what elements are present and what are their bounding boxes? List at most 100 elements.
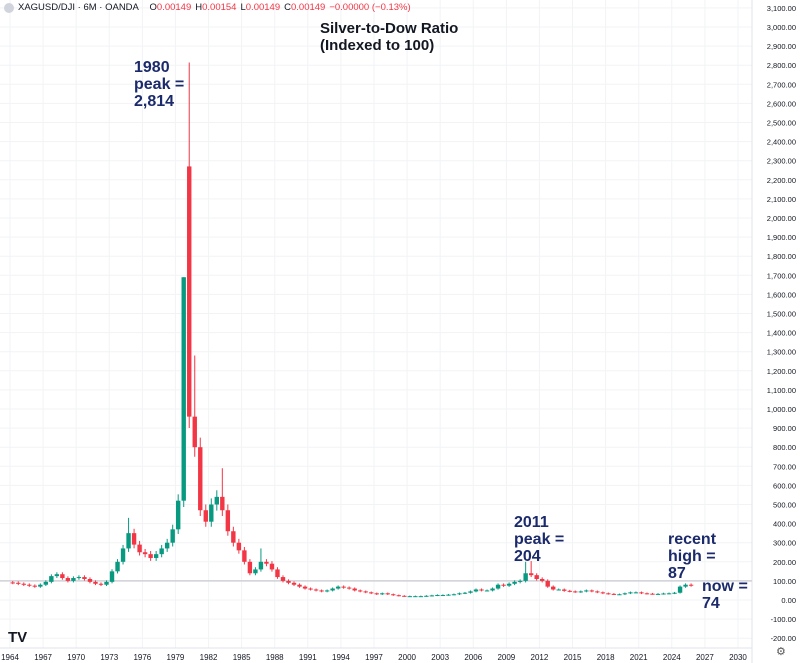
candle-body	[380, 593, 385, 595]
y-tick-label: 2,300.00	[767, 157, 796, 166]
candle-body	[38, 584, 43, 587]
y-tick-label: 1,300.00	[767, 348, 796, 357]
candle-body	[87, 578, 93, 582]
annotation-line: 2,814	[134, 93, 175, 110]
candle-body	[369, 592, 374, 594]
y-tick-label: 3,100.00	[767, 4, 796, 13]
candle-body	[462, 592, 468, 594]
y-tick-label: 1,500.00	[767, 310, 796, 319]
candle-body	[523, 573, 528, 581]
candle-body	[98, 583, 104, 585]
candle-body	[43, 581, 49, 585]
candle-body	[672, 592, 677, 594]
candle-body	[435, 595, 440, 597]
candle-body	[385, 593, 390, 595]
symbol-label[interactable]: XAGUSD/DJI · 6M · OANDA	[18, 2, 139, 13]
y-tick-label: 0.00	[781, 596, 796, 605]
candle-body	[374, 593, 379, 595]
annotation-line: recent	[668, 531, 717, 548]
annotation-now: now = 74	[702, 578, 748, 612]
candle-body	[302, 586, 308, 589]
candle-body	[280, 577, 286, 581]
candle-body	[440, 595, 446, 597]
candle-body	[517, 580, 523, 582]
candle-body	[153, 554, 159, 558]
candle-body	[666, 593, 672, 595]
candle-body	[418, 596, 424, 598]
annotation-line: high =	[668, 548, 716, 565]
y-tick-label: 1,100.00	[767, 386, 796, 395]
candle-body	[82, 577, 87, 579]
candle-body	[578, 591, 583, 593]
candle-body	[424, 595, 429, 597]
annotation-line: 2011	[514, 514, 549, 531]
candle-body	[313, 589, 319, 591]
candle-body	[357, 590, 363, 592]
candle-body	[622, 593, 628, 595]
candle-body	[120, 548, 126, 562]
x-tick-label: 2012	[531, 653, 549, 662]
y-tick-label: -200.00	[771, 634, 796, 643]
y-tick-label: 2,100.00	[767, 195, 796, 204]
candle-body	[479, 589, 484, 591]
candle-body	[551, 586, 556, 590]
annotation-line: peak =	[514, 531, 565, 548]
candle-body	[109, 571, 115, 582]
candle-body	[429, 595, 435, 597]
chart-title: Silver-to-Dow Ratio (Indexed to 100)	[320, 20, 458, 54]
candle-body	[137, 544, 142, 553]
candle-body	[567, 590, 572, 592]
x-tick-label: 1985	[233, 653, 251, 662]
candle-body	[539, 578, 545, 581]
annotation-line: 87	[668, 565, 686, 582]
x-tick-label: 1970	[67, 653, 85, 662]
candle-body	[606, 593, 611, 595]
candle-body	[490, 588, 495, 591]
y-tick-label: 1,000.00	[767, 405, 796, 414]
candle-body	[198, 447, 203, 511]
low-label: L	[240, 2, 246, 13]
candle-body	[346, 587, 352, 589]
candle-body	[49, 576, 54, 582]
x-tick-label: 1997	[365, 653, 383, 662]
candle-body	[231, 531, 236, 543]
candle-body	[104, 581, 109, 585]
candle-body	[639, 592, 644, 594]
tradingview-logo[interactable]: TV	[8, 629, 28, 646]
high-value: 0.00154	[202, 2, 237, 13]
candle-body	[264, 561, 269, 564]
candle-body	[451, 594, 457, 596]
x-tick-label: 2009	[497, 653, 515, 662]
low-value: 0.00149	[245, 2, 281, 13]
x-tick-label: 2024	[663, 653, 681, 662]
candle-body	[335, 586, 341, 589]
candle-body	[501, 584, 506, 586]
candle-body	[10, 582, 15, 584]
candle-body	[159, 548, 164, 555]
candle-body	[115, 561, 120, 572]
annotation-1980-peak: 1980 peak = 2,814	[134, 59, 184, 110]
candle-body	[60, 574, 65, 579]
candle-body	[495, 584, 501, 589]
candle-body	[164, 542, 170, 549]
x-tick-label: 1979	[167, 653, 185, 662]
candle-body	[65, 578, 71, 581]
y-tick-label: 900.00	[773, 424, 796, 433]
candle-body	[126, 533, 131, 549]
y-tick-label: 100.00	[773, 577, 796, 586]
candle-body	[71, 578, 76, 581]
y-tick-label: 2,600.00	[767, 99, 796, 108]
candle-body	[528, 573, 534, 576]
candle-body	[286, 580, 291, 583]
annotation-recent-high: recent high = 87	[668, 531, 716, 582]
x-tick-label: 2006	[464, 653, 482, 662]
candle-body	[203, 510, 208, 522]
x-tick-label: 2003	[431, 653, 449, 662]
x-tick-label: 1991	[299, 653, 317, 662]
settings-gear-icon[interactable]: ⚙	[776, 646, 786, 658]
x-tick-label: 2027	[696, 653, 714, 662]
candle-body	[545, 580, 550, 587]
candle-body	[297, 584, 302, 587]
